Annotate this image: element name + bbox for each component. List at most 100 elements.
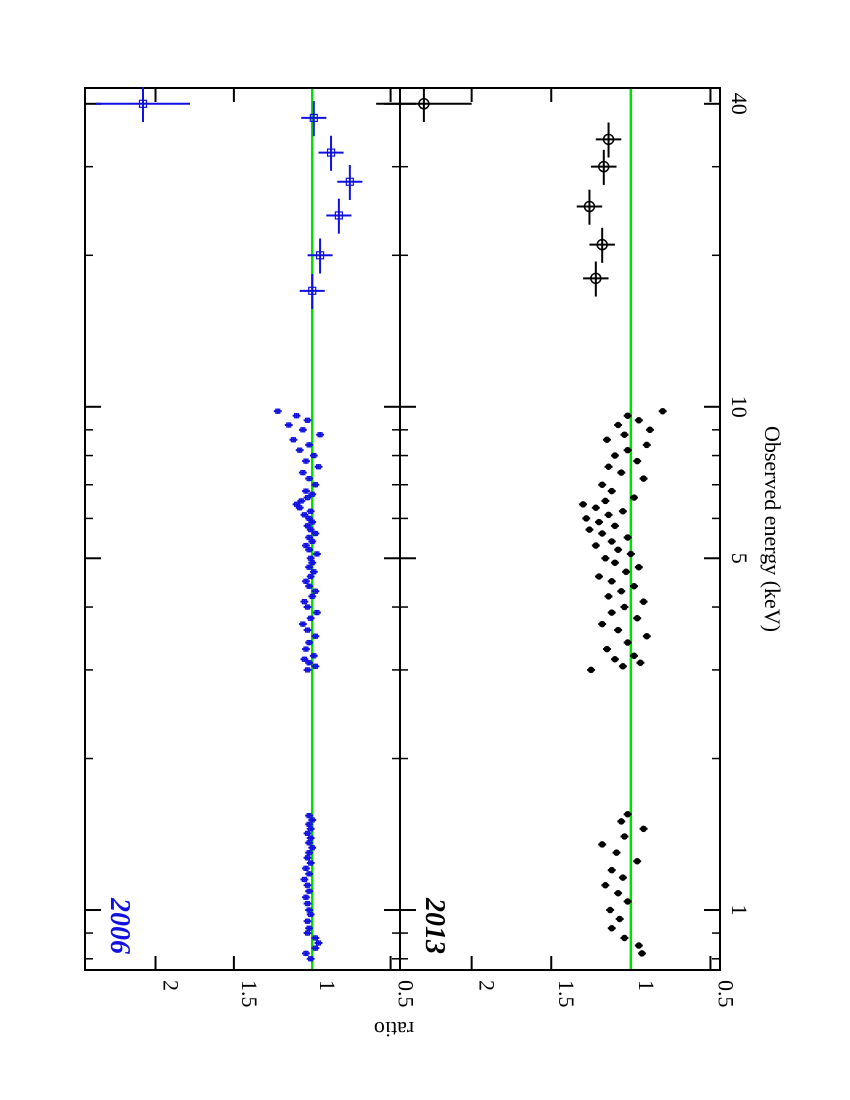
data-point [630, 582, 639, 590]
point-marker [309, 845, 315, 851]
data-point [303, 830, 312, 837]
data-point [303, 604, 312, 610]
data-point [314, 940, 323, 946]
point-marker [138, 99, 148, 108]
data-point [607, 924, 616, 932]
data-point [634, 942, 643, 949]
point-marker [306, 821, 312, 827]
point-marker [640, 598, 647, 605]
data-point [607, 866, 616, 874]
point-marker [602, 882, 609, 889]
point-marker [608, 866, 615, 874]
data-point [618, 874, 627, 881]
data-point [309, 653, 318, 659]
data-point [598, 620, 607, 628]
data-point [602, 436, 611, 443]
point-marker [309, 817, 315, 823]
data-point [607, 578, 616, 585]
data-point [307, 238, 333, 274]
data-point [639, 475, 648, 482]
data-point [614, 546, 623, 553]
data-point [305, 639, 314, 646]
x-axis-title: Observed energy (keV) [760, 426, 785, 632]
point-marker [635, 942, 643, 949]
point-marker [303, 488, 309, 494]
data-point [615, 915, 624, 923]
point-marker [293, 501, 300, 507]
point-marker [624, 412, 631, 419]
data-point [306, 573, 315, 580]
data-point [326, 198, 352, 234]
point-marker [621, 431, 628, 438]
point-marker [614, 889, 622, 897]
data-point [626, 550, 635, 558]
data-point [620, 431, 629, 438]
point-marker [290, 437, 297, 443]
data-point [306, 508, 315, 514]
data-point [376, 86, 472, 123]
panel-year-label: 2006 [104, 897, 135, 954]
point-marker [611, 522, 619, 530]
data-point [305, 813, 314, 819]
point-marker [646, 426, 654, 434]
point-marker [301, 656, 308, 662]
data-point [302, 542, 310, 549]
point-marker [311, 653, 317, 659]
point-marker [598, 481, 606, 488]
point-marker [308, 527, 314, 533]
point-marker [304, 855, 311, 861]
point-marker [637, 659, 644, 666]
point-marker [312, 633, 318, 639]
data-point [645, 426, 654, 434]
point-marker [345, 177, 354, 186]
point-marker [602, 133, 615, 146]
data-point [595, 122, 622, 158]
point-marker [304, 882, 311, 888]
point-marker [326, 148, 336, 157]
data-point [311, 633, 320, 639]
data-point [305, 821, 314, 827]
data-point [308, 491, 317, 497]
panel-year-label: 2013 [419, 897, 450, 954]
point-marker [579, 501, 587, 508]
y-tick-label: 1.5 [554, 980, 579, 1008]
point-marker [309, 519, 315, 525]
data-point [610, 522, 619, 530]
point-marker [583, 515, 590, 522]
point-marker [618, 587, 625, 595]
data-point [595, 518, 603, 526]
point-marker [306, 639, 312, 646]
data-point [658, 407, 667, 415]
data-point [618, 663, 627, 670]
data-point [302, 865, 310, 871]
data-point [295, 505, 304, 511]
point-marker [624, 639, 631, 646]
data-point [308, 593, 317, 600]
point-marker [598, 841, 606, 848]
y-tick-label: 1 [315, 980, 340, 991]
point-marker [306, 475, 312, 482]
point-marker [608, 487, 615, 495]
data-point [337, 164, 363, 200]
data-point [634, 417, 643, 424]
point-marker [622, 568, 630, 576]
y-tick-label: 0.5 [713, 980, 738, 1008]
data-point [303, 523, 312, 529]
data-point [303, 855, 312, 861]
y-tick-label: 1.5 [237, 980, 262, 1008]
point-marker [303, 950, 309, 956]
data-point [623, 412, 632, 419]
data-point [306, 826, 315, 832]
data-point [620, 833, 629, 840]
point-marker [635, 417, 643, 424]
data-point [303, 930, 312, 936]
data-point [620, 603, 629, 611]
data-point [295, 447, 304, 453]
data-point [614, 421, 623, 429]
point-marker [334, 211, 343, 220]
data-point [298, 469, 307, 476]
data-point [583, 261, 609, 297]
data-point [618, 508, 627, 515]
data-point [309, 452, 318, 459]
